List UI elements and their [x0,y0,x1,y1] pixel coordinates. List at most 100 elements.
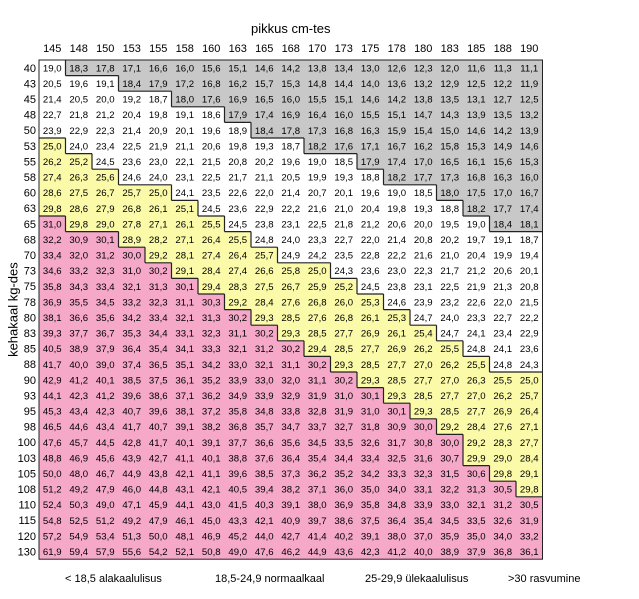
bmi-cell [118,60,146,76]
bmi-value-label: 24,3 [334,266,353,277]
bmi-value-label: 16,0 [281,95,300,106]
bmi-cell [251,434,278,451]
bmi-cell [383,106,411,123]
bmi-value-label: 48,1 [175,531,194,542]
bmi-value-label: 17,7 [493,204,512,215]
bmi-cell [118,450,146,466]
bmi-cell [489,496,517,513]
bmi-cell [330,450,358,466]
bmi-value-label: 15,5 [308,95,327,106]
bmi-cell [516,278,543,295]
bmi-cell [516,450,543,466]
bmi-cell [198,325,225,342]
bmi-value-label: 21,8 [334,219,353,230]
bmi-cell [92,247,119,264]
bmi-cell [304,496,331,513]
bmi-cell [118,528,146,544]
bmi-value-label: 20,7 [308,188,327,199]
bmi-cell [145,60,172,76]
bmi-cell [383,91,411,108]
bmi-cell [489,481,517,498]
bmi-value-label: 31,2 [255,344,274,355]
bmi-value-label: 61,9 [43,547,62,558]
bmi-value-label: 20,4 [361,204,380,215]
bmi-value-label: 45,0 [202,516,221,527]
weight-tick-label: 85 [24,344,36,356]
bmi-cell [224,512,252,529]
bmi-cell [357,200,384,217]
bmi-value-label: 54,9 [69,531,88,542]
bmi-value-label: 19,6 [202,126,221,137]
bmi-value-label: 24,8 [255,235,274,246]
bmi-cell [224,122,252,139]
bmi-value-label: 34,9 [228,391,247,402]
bmi-cell [92,294,119,310]
bmi-cell [330,496,358,513]
bmi-cell [251,528,278,544]
bmi-cell [118,340,146,357]
bmi-cell [357,387,384,404]
bmi-cell [224,450,252,466]
bmi-value-label: 23,6 [520,344,539,355]
bmi-value-label: 41,2 [69,375,88,386]
bmi-cell [145,309,172,326]
bmi-value-label: 27,0 [414,360,433,371]
bmi-cell [383,418,411,435]
bmi-value-label: 17,8 [281,126,300,137]
bmi-cell [118,278,146,295]
bmi-value-label: 19,1 [493,235,512,246]
bmi-value-label: 21,6 [308,204,327,215]
bmi-value-label: 15,3 [520,157,539,168]
bmi-cell [198,60,225,76]
bmi-cell [383,122,411,139]
bmi-value-label: 26,9 [493,407,512,418]
bmi-value-label: 34,2 [361,469,380,480]
bmi-value-label: 29,3 [387,391,406,402]
bmi-value-label: 25,0 [520,375,539,386]
bmi-cell [357,434,384,451]
weight-tick-label: 100 [18,437,36,449]
bmi-value-label: 42,9 [43,375,62,386]
bmi-cell [251,372,278,388]
bmi-cell [304,418,331,435]
bmi-cell [436,465,464,482]
bmi-cell [304,325,331,342]
bmi-value-label: 30,5 [520,500,539,511]
bmi-value-label: 14,6 [361,95,380,106]
bmi-value-label: 31,0 [361,407,380,418]
bmi-cell [410,106,437,123]
bmi-value-label: 27,6 [281,297,300,308]
bmi-cell [92,465,119,482]
bmi-value-label: 37,1 [308,485,327,496]
bmi-value-label: 31,8 [361,422,380,433]
bmi-value-label: 20,1 [334,188,353,199]
bmi-value-label: 30,2 [228,313,247,324]
bmi-value-label: 33,4 [43,251,62,262]
height-tick-label: 165 [255,43,273,55]
bmi-value-label: 13,9 [520,126,539,137]
bmi-cell [171,153,199,170]
bmi-cell [145,403,172,420]
bmi-cell [145,138,172,154]
weight-tick-label: 120 [18,531,36,543]
bmi-cell [118,122,146,139]
bmi-value-label: 36,7 [96,329,115,340]
bmi-cell [463,512,490,529]
bmi-value-label: 34,1 [175,344,194,355]
bmi-cell [489,309,517,326]
bmi-cell [410,231,437,248]
bmi-cell [463,372,490,388]
weight-tick-label: 60 [24,188,36,200]
bmi-cell [145,231,172,248]
bmi-cell [65,216,93,232]
bmi-cell [357,512,384,529]
bmi-value-label: 39,1 [202,438,221,449]
bmi-cell [277,403,305,420]
bmi-cell [410,122,437,139]
bmi-value-label: 26,8 [334,313,353,324]
bmi-cell [516,387,543,404]
bmi-value-label: 46,5 [43,422,62,433]
bmi-value-label: 14,4 [334,79,353,90]
bmi-cell [65,543,93,560]
bmi-cell [198,309,225,326]
